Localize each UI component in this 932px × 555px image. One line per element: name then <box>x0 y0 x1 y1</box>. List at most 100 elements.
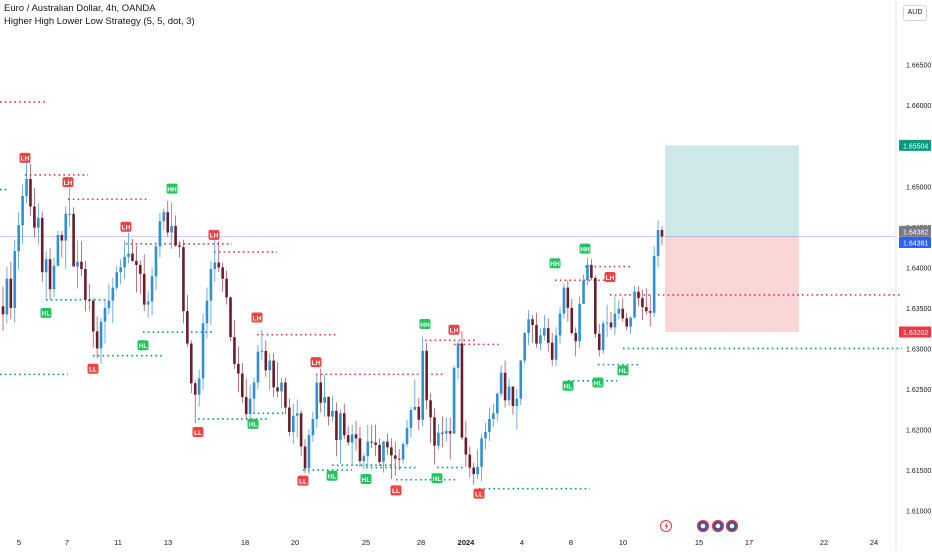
candle-body[interactable] <box>37 217 40 228</box>
candle-body[interactable] <box>60 234 64 241</box>
candle-body[interactable] <box>303 446 307 469</box>
candle-body[interactable] <box>382 441 385 462</box>
candle-body[interactable] <box>276 387 279 392</box>
pivot-label-ll[interactable]: LL <box>87 363 99 374</box>
candle-body[interactable] <box>570 307 574 334</box>
candle-body[interactable] <box>366 441 370 457</box>
candle-body[interactable] <box>554 335 558 360</box>
candle-body[interactable] <box>21 196 24 226</box>
candle-body[interactable] <box>515 398 519 406</box>
candle-body[interactable] <box>186 311 189 344</box>
candle-body[interactable] <box>280 382 283 392</box>
candle-body[interactable] <box>464 437 468 455</box>
pivot-label-lh[interactable]: LH <box>448 324 460 335</box>
candle-body[interactable] <box>76 261 79 267</box>
candle-body[interactable] <box>272 360 275 388</box>
candle-body[interactable] <box>284 382 287 408</box>
candle-body[interactable] <box>652 256 656 313</box>
candle-body[interactable] <box>56 234 60 266</box>
candle-body[interactable] <box>641 298 644 308</box>
candle-body[interactable] <box>539 335 542 344</box>
candle-body[interactable] <box>174 226 177 246</box>
pivot-label-hh[interactable]: HH <box>549 258 561 269</box>
candle-body[interactable] <box>586 264 589 281</box>
candle-body[interactable] <box>358 438 362 462</box>
candle-body[interactable] <box>468 454 472 468</box>
candle-body[interactable] <box>441 432 444 434</box>
price-tag[interactable] <box>899 139 931 151</box>
candle-body[interactable] <box>315 382 319 419</box>
pivot-label-hl[interactable]: HL <box>247 418 259 429</box>
candle-body[interactable] <box>209 268 213 301</box>
candle-body[interactable] <box>64 213 68 241</box>
pivot-label-hl[interactable]: HL <box>40 307 52 318</box>
candle-body[interactable] <box>158 221 162 247</box>
candle-body[interactable] <box>660 230 664 237</box>
candle-body[interactable] <box>135 260 138 265</box>
candle-body[interactable] <box>601 323 605 351</box>
candle-body[interactable] <box>484 431 487 439</box>
candle-body[interactable] <box>307 435 311 469</box>
candle-body[interactable] <box>582 280 585 304</box>
candle-body[interactable] <box>597 333 601 351</box>
candle-body[interactable] <box>472 467 476 475</box>
candle-body[interactable] <box>319 382 323 403</box>
candle-body[interactable] <box>425 350 428 401</box>
candle-body[interactable] <box>566 287 570 308</box>
candle-body[interactable] <box>488 418 491 432</box>
price-tag[interactable] <box>899 225 931 237</box>
candle-body[interactable] <box>452 367 456 434</box>
candle-body[interactable] <box>123 256 126 268</box>
candle-body[interactable] <box>13 251 17 308</box>
candle-body[interactable] <box>48 259 52 290</box>
candle-body[interactable] <box>264 350 268 371</box>
candle-body[interactable] <box>166 212 170 233</box>
candle-body[interactable] <box>535 324 538 344</box>
candle-body[interactable] <box>9 278 13 308</box>
candle-body[interactable] <box>397 458 401 460</box>
candle-body[interactable] <box>150 276 154 302</box>
candle-body[interactable] <box>433 417 436 446</box>
pivot-label-lh[interactable]: LH <box>604 272 616 283</box>
currency-badge[interactable]: AUD <box>903 5 927 21</box>
candle-body[interactable] <box>213 262 217 269</box>
pivot-label-lh[interactable]: LH <box>19 152 31 163</box>
target-zone[interactable] <box>665 145 799 237</box>
symbol-title[interactable]: Euro / Australian Dollar, 4h, OANDA <box>4 3 156 14</box>
candle-body[interactable] <box>237 363 240 374</box>
candle-body[interactable] <box>29 178 32 207</box>
pivot-label-hl[interactable]: HL <box>592 377 604 388</box>
candle-body[interactable] <box>25 178 28 197</box>
candle-body[interactable] <box>91 300 95 332</box>
candle-body[interactable] <box>299 413 303 447</box>
candle-body[interactable] <box>350 434 354 443</box>
candle-body[interactable] <box>645 307 648 312</box>
pivot-label-hl[interactable]: HL <box>360 474 372 485</box>
candle-body[interactable] <box>256 351 260 383</box>
candle-body[interactable] <box>480 438 483 467</box>
candle-body[interactable] <box>590 264 593 278</box>
candle-body[interactable] <box>197 378 201 395</box>
candle-body[interactable] <box>225 278 228 298</box>
candle-body[interactable] <box>111 287 115 301</box>
candle-body[interactable] <box>335 410 338 441</box>
candle-body[interactable] <box>460 343 464 438</box>
candle-body[interactable] <box>637 291 640 299</box>
candle-body[interactable] <box>84 268 87 300</box>
pivot-label-hh[interactable]: HH <box>579 243 591 254</box>
candle-body[interactable] <box>229 297 232 338</box>
candle-body[interactable] <box>362 456 366 462</box>
pivot-label-ll[interactable]: LL <box>473 488 485 499</box>
candle-body[interactable] <box>87 299 91 301</box>
pivot-label-lh[interactable]: LH <box>62 177 74 188</box>
candle-body[interactable] <box>574 333 578 342</box>
candle-body[interactable] <box>138 264 142 274</box>
candle-body[interactable] <box>201 323 205 379</box>
candle-body[interactable] <box>52 265 56 290</box>
candle-body[interactable] <box>221 267 224 279</box>
candle-body[interactable] <box>95 331 99 349</box>
candle-body[interactable] <box>240 373 244 398</box>
candle-body[interactable] <box>448 431 452 434</box>
candle-body[interactable] <box>625 318 628 327</box>
